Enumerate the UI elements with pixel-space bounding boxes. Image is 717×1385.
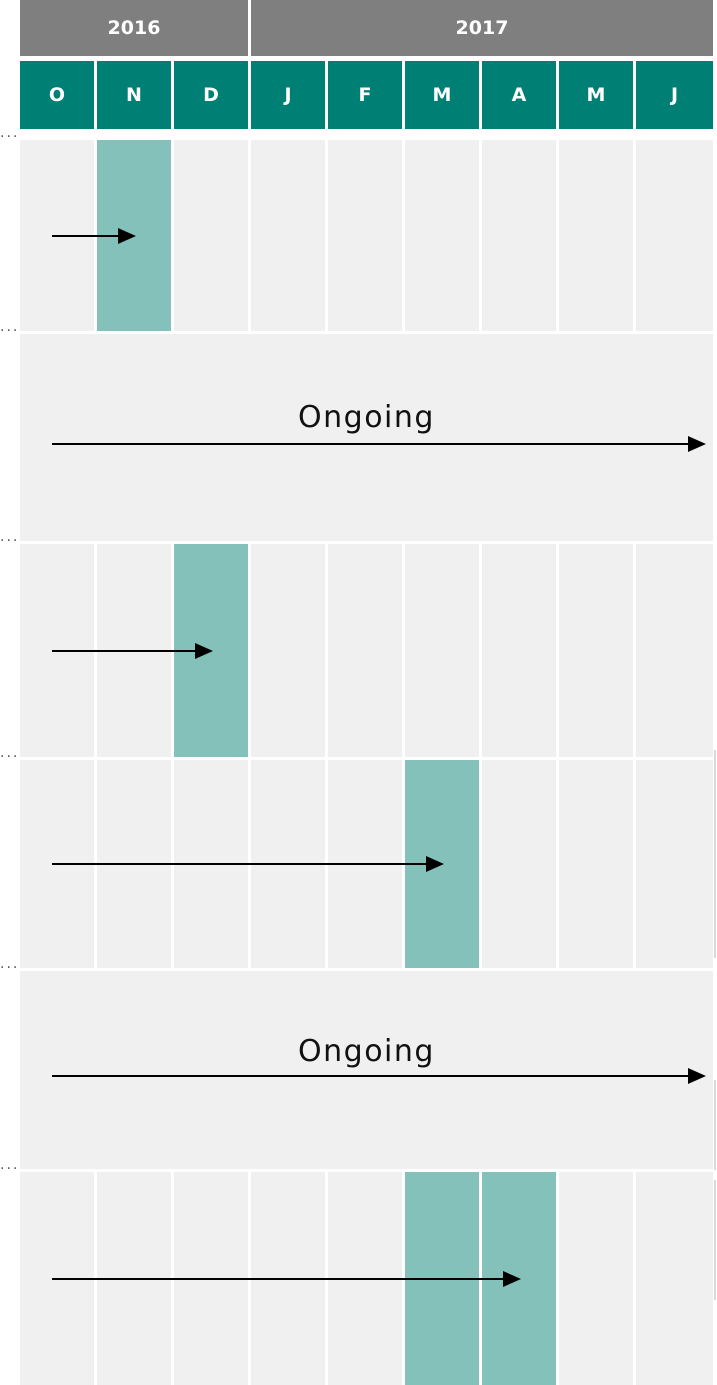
month-header: F xyxy=(328,61,402,129)
lane-separator-dots: ··· xyxy=(0,533,20,549)
month-header: M xyxy=(405,61,479,129)
arrow-head-icon xyxy=(194,643,213,659)
month-gridline xyxy=(479,760,482,968)
month-gridline xyxy=(248,544,251,757)
month-gridline xyxy=(248,140,251,331)
lane-separator-dots: ··· xyxy=(0,1161,20,1177)
month-gridline xyxy=(633,760,636,968)
month-header: A xyxy=(482,61,556,129)
month-gridline xyxy=(479,544,482,757)
year-header-2017: 2017 xyxy=(251,0,713,56)
right-edge-line xyxy=(714,750,716,958)
lane-separator-dots: ··· xyxy=(0,129,20,145)
month-gridline xyxy=(325,140,328,331)
month-gridline xyxy=(325,544,328,757)
lane-separator-dots: ··· xyxy=(0,323,20,339)
year-header-2016: 2016 xyxy=(20,0,248,56)
month-header: O xyxy=(20,61,94,129)
timeline-arrow xyxy=(52,863,426,865)
month-header: N xyxy=(97,61,171,129)
month-header: M xyxy=(559,61,633,129)
month-gridline xyxy=(556,140,559,331)
month-gridline xyxy=(633,140,636,331)
month-gridline xyxy=(556,544,559,757)
timeline-arrow xyxy=(52,1278,503,1280)
arrow-head-icon xyxy=(502,1271,521,1287)
month-gridline xyxy=(633,1172,636,1385)
month-gridline xyxy=(402,544,405,757)
ongoing-label: Ongoing xyxy=(298,400,435,435)
month-header: J xyxy=(636,61,713,129)
lane-separator-dots: ··· xyxy=(0,960,20,976)
month-gridline xyxy=(556,760,559,968)
right-edge-line xyxy=(714,1180,716,1300)
arrow-head-icon xyxy=(688,436,706,452)
month-gridline xyxy=(402,140,405,331)
timeline-arrow xyxy=(52,650,195,652)
arrow-head-icon xyxy=(688,1068,706,1084)
lane-separator-dots: ··· xyxy=(0,749,20,765)
arrow-head-icon xyxy=(117,228,136,244)
ongoing-arrow xyxy=(52,1075,688,1077)
month-gridline xyxy=(171,140,174,331)
lane-5-background xyxy=(20,971,713,1169)
arrow-head-icon xyxy=(425,856,444,872)
lane-2-background xyxy=(20,334,713,541)
month-gridline xyxy=(479,140,482,331)
month-gridline xyxy=(556,1172,559,1385)
ongoing-label: Ongoing xyxy=(298,1034,435,1069)
month-header: D xyxy=(174,61,248,129)
right-edge-line xyxy=(714,1080,716,1170)
month-header: J xyxy=(251,61,325,129)
month-gridline xyxy=(633,544,636,757)
ongoing-arrow xyxy=(52,443,688,445)
timeline-arrow xyxy=(52,235,118,237)
